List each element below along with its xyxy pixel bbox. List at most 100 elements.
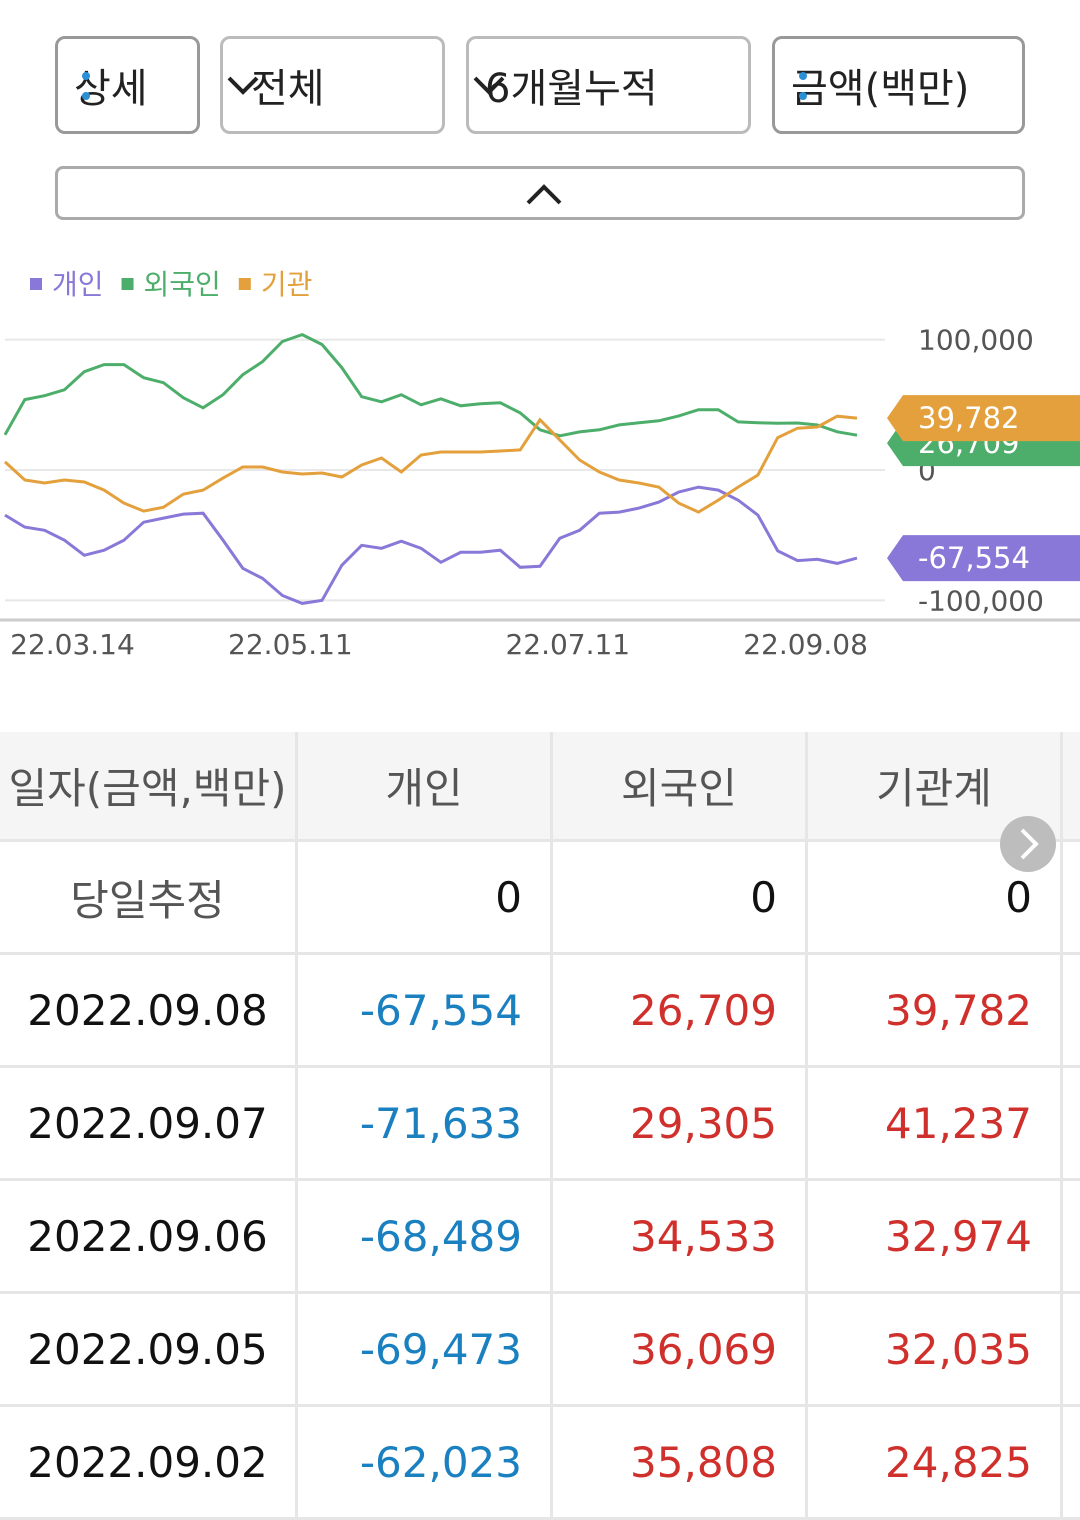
dropdown-icon	[227, 76, 259, 95]
table-cell	[1063, 1294, 1080, 1407]
dropdown-button[interactable]: 6개월누적	[466, 36, 751, 134]
table-cell: -68,489	[298, 1181, 553, 1294]
cell-text: 0	[495, 872, 522, 922]
scroll-right-button[interactable]	[1000, 816, 1056, 872]
header-cell	[1063, 732, 1080, 842]
table-cell: 26,709	[553, 955, 808, 1068]
dropdown-label: 전체	[251, 66, 325, 112]
series-line	[3, 332, 858, 438]
dropdown-button[interactable]: 상세	[55, 36, 200, 134]
cell-text: 2022.09.05	[27, 1324, 268, 1374]
dot	[799, 72, 807, 80]
end-label: 39,782	[918, 401, 1019, 435]
table-cell: -67,554	[298, 955, 553, 1068]
x-tick-label: 22.09.08	[743, 628, 868, 661]
end-label: -67,554	[918, 541, 1030, 575]
cell-text: 2022.09.07	[27, 1098, 268, 1148]
table-cell	[1063, 842, 1080, 955]
table-cell: -62,023	[298, 1407, 553, 1520]
chevron	[1020, 828, 1039, 860]
cell-text: -67,554	[359, 985, 522, 1035]
header-cell: 개인	[298, 732, 553, 842]
collapse-toggle[interactable]	[55, 166, 1025, 220]
dropdown-button[interactable]: 전체	[220, 36, 445, 134]
dropdown-label: 금액(백만)	[791, 66, 970, 112]
table-cell: 39,782	[808, 955, 1063, 1068]
legend-swatch	[121, 278, 134, 290]
dropdown-button[interactable]: 금액(백만)	[772, 36, 1025, 134]
cell-text: 24,825	[885, 1437, 1032, 1487]
cell-text: 2022.09.08	[27, 985, 268, 1035]
x-tick-label: 22.03.14	[10, 628, 135, 661]
cell-text: 32,974	[885, 1211, 1032, 1261]
table-cell	[1063, 955, 1080, 1068]
cell-text: -69,473	[359, 1324, 522, 1374]
legend-label: 기관	[261, 268, 313, 301]
cell-text: 36,069	[630, 1324, 777, 1374]
table-cell: 2022.09.08	[0, 955, 298, 1068]
header-text: 기관계	[876, 764, 992, 813]
table-cell: 32,974	[808, 1181, 1063, 1294]
table-cell: 35,808	[553, 1407, 808, 1520]
cell-text: -68,489	[359, 1211, 522, 1261]
table-cell: 0	[553, 842, 808, 955]
y-tick-label: 100,000	[918, 324, 1034, 357]
table-cell: 34,533	[553, 1181, 808, 1294]
header-text: 개인	[385, 764, 463, 813]
table-cell: -71,633	[298, 1068, 553, 1181]
legend-swatch	[238, 278, 251, 290]
end-badge	[887, 395, 1080, 442]
series-line	[3, 414, 858, 514]
table-cell: 2022.09.02	[0, 1407, 298, 1520]
cell-text: -71,633	[359, 1098, 522, 1148]
x-tick-label: 22.07.11	[505, 628, 630, 661]
chevron-up	[526, 184, 562, 205]
cell-text: 0	[750, 872, 777, 922]
table-cell	[1063, 1068, 1080, 1181]
table-cell: 36,069	[553, 1294, 808, 1407]
chevron-right	[1020, 828, 1039, 860]
table-cell: 0	[808, 842, 1063, 955]
x-tick-label: 22.05.11	[228, 628, 353, 661]
dot	[82, 92, 90, 100]
legend-label: 외국인	[144, 268, 221, 301]
header-text: 외국인	[621, 764, 737, 813]
chevron	[227, 76, 259, 95]
table-cell: 당일추정	[0, 842, 298, 955]
table-cell: -69,473	[298, 1294, 553, 1407]
cell-text: 32,035	[885, 1324, 1032, 1374]
table-cell: 32,035	[808, 1294, 1063, 1407]
legend-swatch	[30, 278, 42, 290]
cell-text: 0	[1005, 872, 1032, 922]
cell-text: 2022.09.02	[27, 1437, 268, 1487]
table-cell: 2022.09.06	[0, 1181, 298, 1294]
table-cell: 2022.09.05	[0, 1294, 298, 1407]
table-cell	[1063, 1181, 1080, 1294]
y-tick-label: -100,000	[918, 584, 1044, 617]
cell-text: 34,533	[630, 1211, 777, 1261]
header-text: 일자(금액,백만)	[8, 764, 287, 813]
header-cell: 외국인	[553, 732, 808, 842]
end-badge	[887, 535, 1080, 582]
dropdown-icon	[799, 72, 807, 100]
table-cell: 41,237	[808, 1068, 1063, 1181]
table-cell: 2022.09.07	[0, 1068, 298, 1181]
dropdown-icon	[82, 72, 90, 100]
cell-text: -62,023	[359, 1437, 522, 1487]
table-cell: 24,825	[808, 1407, 1063, 1520]
table-cell	[1063, 1407, 1080, 1520]
chevron	[473, 76, 505, 95]
dot	[82, 72, 90, 80]
dropdown-icon	[473, 76, 505, 95]
dot	[799, 92, 807, 100]
series-line	[4, 485, 858, 605]
table-cell: 0	[298, 842, 553, 955]
cell-text: 당일추정	[70, 875, 225, 925]
cell-text: 41,237	[885, 1098, 1032, 1148]
cell-text: 29,305	[630, 1098, 777, 1148]
dropdown-label: 6개월누적	[485, 66, 658, 112]
cell-text: 26,709	[630, 985, 777, 1035]
